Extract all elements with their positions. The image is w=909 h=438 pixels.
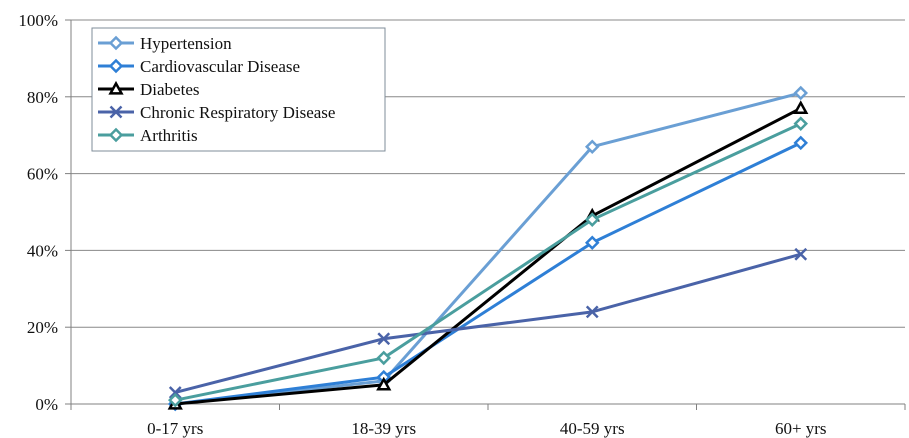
- x-tick-label: 40-59 yrs: [560, 419, 625, 438]
- y-tick-label: 60%: [27, 165, 58, 184]
- data-point-hypertension: [584, 139, 600, 154]
- data-point-arthritis: [376, 350, 392, 366]
- legend-marker: [108, 58, 124, 74]
- legend-item: Hypertension: [98, 34, 232, 53]
- legend-label: Hypertension: [140, 34, 232, 53]
- data-point-arthritis: [793, 116, 809, 131]
- legend-item: Arthritis: [98, 126, 198, 145]
- x-tick-label: 0-17 yrs: [147, 419, 203, 438]
- y-tick-label: 80%: [27, 88, 58, 107]
- series-line-chronic-respiratory-disease: [174, 252, 802, 394]
- legend: Hypertension Cardiovascular Disease Diabet…: [91, 27, 386, 152]
- legend-label: Chronic Respiratory Disease: [140, 103, 335, 122]
- y-axis: 0% 20% 40% 60% 80% 100%: [18, 11, 72, 414]
- legend-label: Cardiovascular Disease: [140, 57, 300, 76]
- data-point-cardiovascular-disease: [793, 135, 809, 151]
- legend-marker: [108, 80, 124, 95]
- legend-marker: [108, 35, 124, 51]
- x-tick-label: 60+ yrs: [775, 419, 827, 438]
- data-point-chronic-respiratory-disease: [377, 332, 391, 346]
- data-point-chronic-respiratory-disease: [168, 386, 182, 399]
- legend-label: Diabetes: [140, 80, 199, 99]
- data-point-arthritis: [584, 212, 600, 227]
- legend-label: Arthritis: [140, 126, 198, 145]
- series-line-cardiovascular-disease: [175, 141, 802, 406]
- series-group: [167, 85, 809, 412]
- data-point-diabetes: [376, 376, 392, 391]
- data-point-diabetes: [793, 100, 809, 114]
- y-tick-label: 40%: [27, 241, 58, 260]
- series-line-hypertension: [175, 91, 802, 406]
- series-chronic-respiratory-disease: [168, 247, 808, 399]
- series-arthritis: [167, 116, 809, 408]
- legend-item: Diabetes: [98, 80, 199, 99]
- legend-item: Chronic Respiratory Disease: [98, 103, 335, 122]
- y-tick-label: 0%: [35, 395, 58, 414]
- series-line-arthritis: [174, 122, 802, 402]
- legend-item: Cardiovascular Disease: [98, 57, 300, 76]
- data-point-chronic-respiratory-disease: [585, 305, 599, 319]
- legend-box: [91, 27, 386, 152]
- data-point-hypertension: [793, 85, 809, 101]
- legend-marker: [108, 127, 124, 143]
- y-tick-label: 100%: [18, 11, 58, 30]
- data-point-arthritis: [167, 392, 183, 408]
- x-tick-label: 18-39 yrs: [351, 419, 416, 438]
- data-point-chronic-respiratory-disease: [794, 247, 808, 261]
- data-point-cardiovascular-disease: [584, 235, 600, 250]
- x-axis: 0-17 yrs 18-39 yrs 40-59 yrs 60+ yrs: [70, 404, 906, 438]
- legend-marker: [109, 105, 123, 119]
- series-line-diabetes: [175, 106, 802, 406]
- y-tick-label: 20%: [27, 318, 58, 337]
